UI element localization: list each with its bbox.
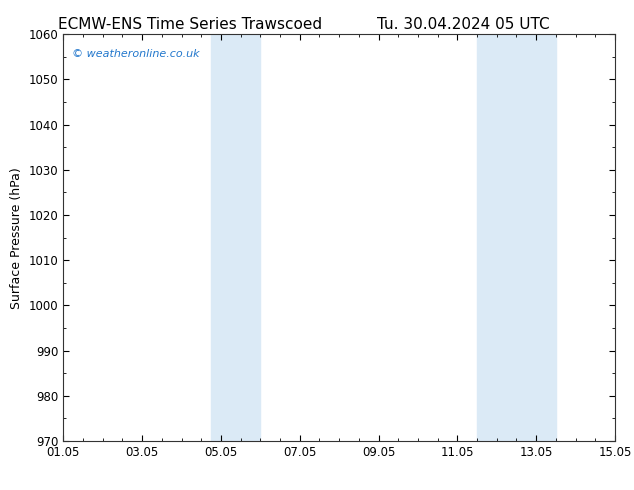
Text: Tu. 30.04.2024 05 UTC: Tu. 30.04.2024 05 UTC <box>377 17 549 32</box>
Text: © weatheronline.co.uk: © weatheronline.co.uk <box>72 49 199 58</box>
Bar <box>211 34 261 441</box>
Y-axis label: Surface Pressure (hPa): Surface Pressure (hPa) <box>10 167 23 309</box>
Text: ECMW-ENS Time Series Trawscoed: ECMW-ENS Time Series Trawscoed <box>58 17 322 32</box>
Bar <box>477 34 556 441</box>
